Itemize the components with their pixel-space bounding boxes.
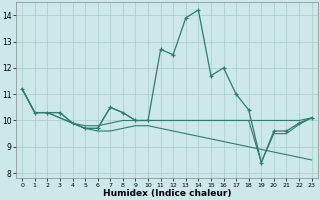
X-axis label: Humidex (Indice chaleur): Humidex (Indice chaleur) bbox=[103, 189, 231, 198]
